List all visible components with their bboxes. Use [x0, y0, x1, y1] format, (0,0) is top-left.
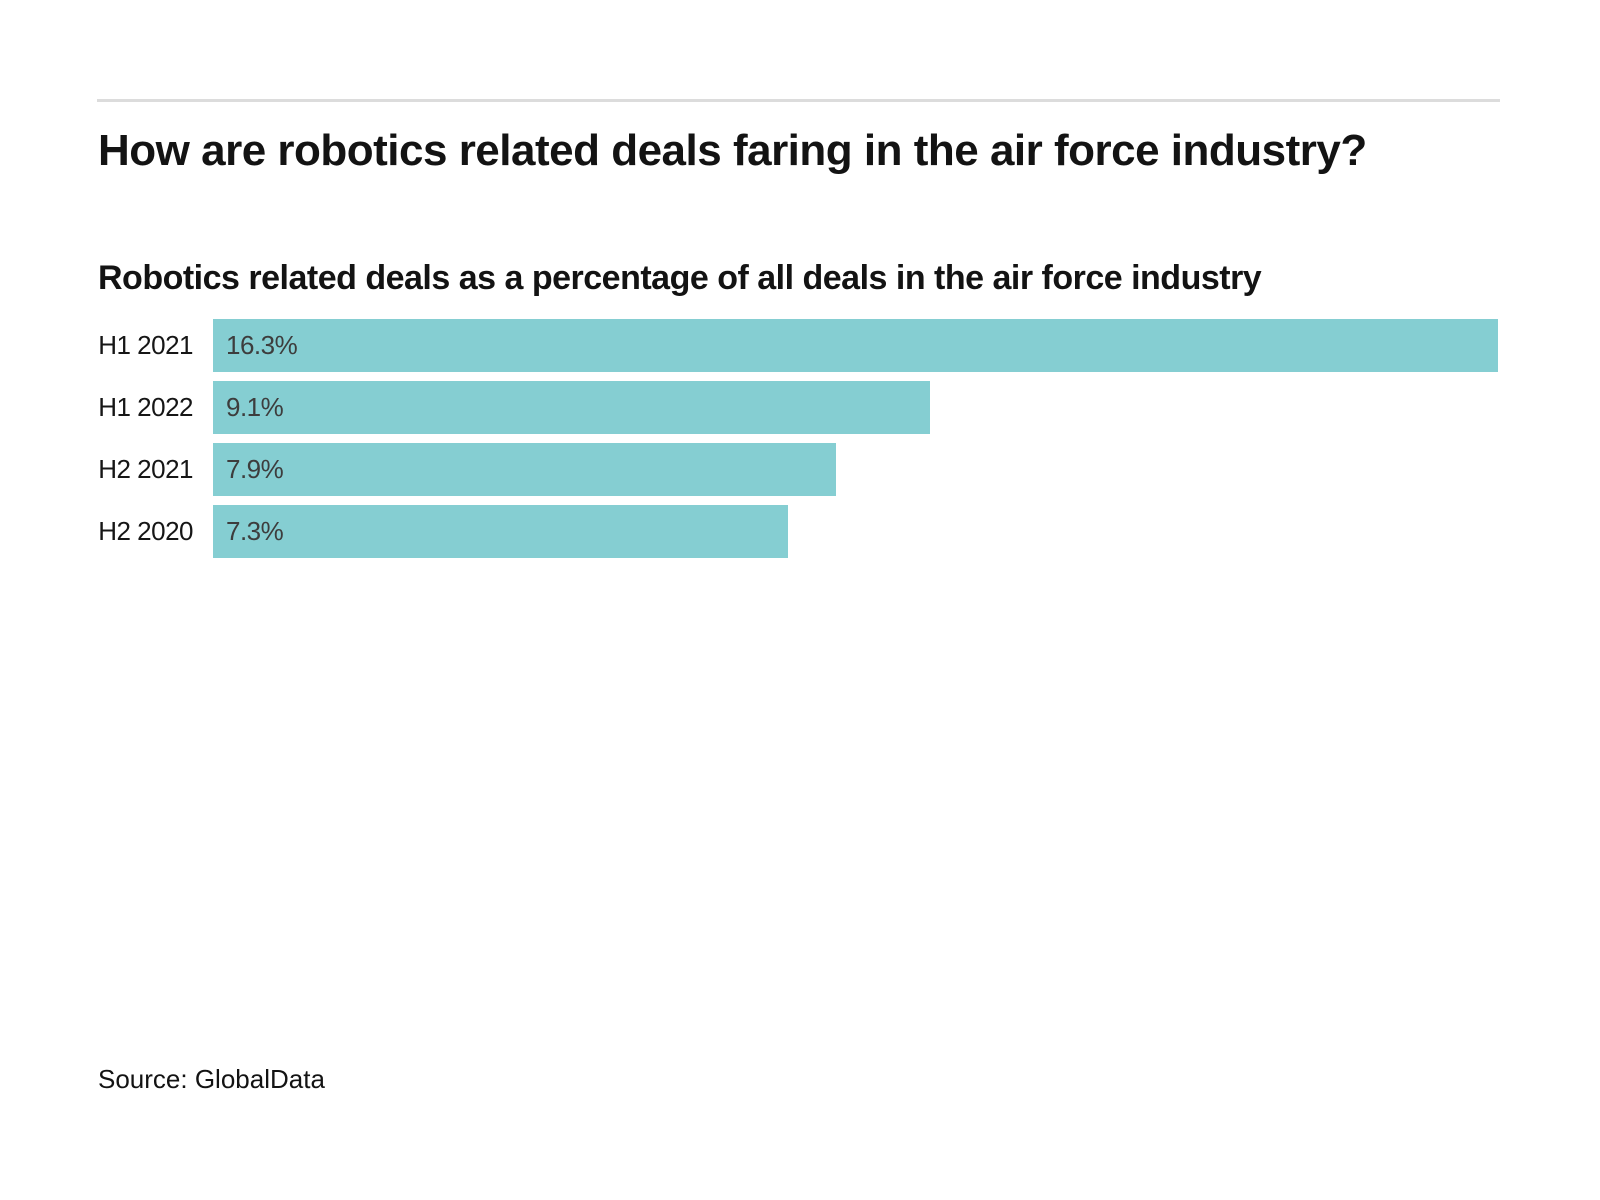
value-label: 7.9%	[226, 454, 284, 484]
bar: 9.1%	[213, 381, 930, 434]
source-note: Source: GlobalData	[98, 1064, 325, 1094]
chart-title: How are robotics related deals faring in…	[98, 126, 1367, 175]
category-label: H1 2022	[98, 392, 193, 422]
chart-row: H2 2020 7.3%	[98, 505, 1500, 558]
bar-chart: H1 2021 16.3% H1 2022 9.1% H2 2021 7.9% …	[98, 319, 1500, 567]
bar: 7.9%	[213, 443, 836, 496]
bar: 16.3%	[213, 319, 1498, 372]
bar-track: 7.9%	[213, 443, 1500, 496]
chart-subtitle: Robotics related deals as a percentage o…	[98, 259, 1262, 297]
category-label: H2 2020	[98, 516, 193, 546]
bar-track: 9.1%	[213, 381, 1500, 434]
bar-track: 7.3%	[213, 505, 1500, 558]
category-label: H2 2021	[98, 454, 193, 484]
chart-row: H1 2022 9.1%	[98, 381, 1500, 434]
value-label: 16.3%	[226, 330, 298, 360]
bar: 7.3%	[213, 505, 788, 558]
value-label: 7.3%	[226, 516, 284, 546]
top-divider	[97, 99, 1500, 102]
bar-track: 16.3%	[213, 319, 1500, 372]
category-label: H1 2021	[98, 330, 193, 360]
chart-row: H2 2021 7.9%	[98, 443, 1500, 496]
chart-row: H1 2021 16.3%	[98, 319, 1500, 372]
value-label: 9.1%	[226, 392, 284, 422]
